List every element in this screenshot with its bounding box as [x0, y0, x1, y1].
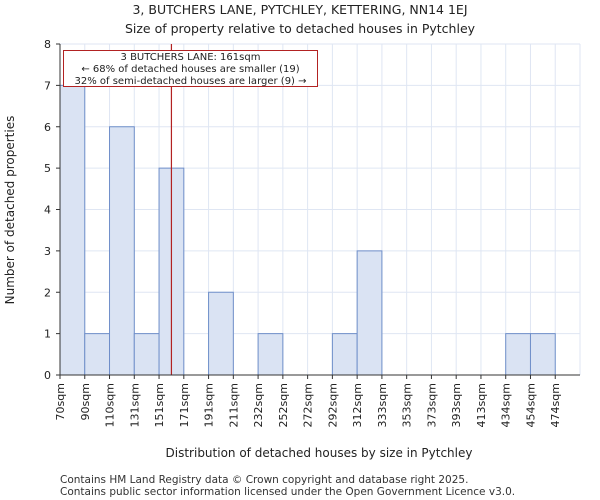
bar-292sqm [331, 333, 358, 376]
gridlines [59, 43, 581, 376]
x-tick-label-393sqm: 393sqm [450, 383, 463, 427]
annotation-line-1: 3 BUTCHERS LANE: 161sqm [120, 52, 261, 63]
y-tick-label-7: 7 [44, 79, 51, 92]
y-tick-label-6: 6 [44, 121, 51, 134]
x-tick-label-454sqm: 454sqm [524, 383, 537, 427]
bar-191sqm [208, 291, 234, 376]
x-tick-label-90sqm: 90sqm [79, 383, 92, 420]
chart-title: 3, BUTCHERS LANE, PYTCHLEY, KETTERING, N… [132, 2, 468, 17]
x-tick-label-292sqm: 292sqm [326, 383, 339, 427]
bar-131sqm [133, 333, 160, 376]
x-tick-label-131sqm: 131sqm [128, 383, 141, 427]
y-tick-label-3: 3 [44, 245, 51, 258]
y-axis-label: Number of detached properties [3, 116, 17, 305]
x-tick-label-312sqm: 312sqm [351, 383, 364, 427]
y-tick-label-2: 2 [44, 286, 51, 299]
bar-70sqm [59, 84, 86, 376]
bar-90sqm [84, 333, 111, 376]
y-tick-label-0: 0 [44, 369, 51, 382]
x-tick-label-272sqm: 272sqm [302, 383, 315, 427]
bar-434sqm [505, 333, 531, 376]
y-tick-labels: 0 1 2 3 4 5 6 7 8 [44, 38, 60, 382]
x-tick-label-151sqm: 151sqm [153, 383, 166, 427]
x-tick-labels: 70sqm 90sqm 110sqm 131sqm 151sqm 171sqm 191sqm… [54, 375, 562, 427]
y-tick-label-5: 5 [44, 162, 51, 175]
annotation-box: 3 BUTCHERS LANE: 161sqm ← 68% of detache… [63, 50, 318, 87]
bar-232sqm [257, 333, 284, 376]
chart-subtitle: Size of property relative to detached ho… [124, 21, 476, 36]
x-tick-label-252sqm: 252sqm [277, 383, 290, 427]
x-tick-label-110sqm: 110sqm [104, 383, 117, 427]
x-tick-label-191sqm: 191sqm [203, 383, 216, 427]
y-tick-label-1: 1 [44, 328, 51, 341]
annotation-line-3: 32% of semi-detached houses are larger (… [74, 76, 307, 87]
footer-line-1: Contains HM Land Registry data © Crown c… [60, 474, 469, 486]
x-tick-label-211sqm: 211sqm [227, 383, 240, 427]
footer-line-2: Contains public sector information licen… [60, 486, 516, 498]
bar-454sqm [529, 333, 556, 376]
x-tick-label-353sqm: 353sqm [401, 383, 414, 427]
bar-110sqm [109, 126, 135, 376]
x-tick-label-474sqm: 474sqm [549, 383, 562, 427]
x-tick-label-70sqm: 70sqm [54, 383, 67, 420]
y-tick-label-4: 4 [44, 204, 51, 217]
x-tick-label-333sqm: 333sqm [376, 383, 389, 427]
x-tick-label-434sqm: 434sqm [500, 383, 513, 427]
x-axis-label: Distribution of detached houses by size … [166, 446, 473, 460]
x-tick-label-171sqm: 171sqm [178, 383, 191, 427]
bars [59, 84, 556, 376]
x-tick-label-373sqm: 373sqm [425, 383, 438, 427]
bar-312sqm [356, 250, 383, 376]
y-tick-label-8: 8 [44, 38, 51, 51]
annotation-line-2: ← 68% of detached houses are smaller (19… [81, 64, 300, 75]
x-tick-label-232sqm: 232sqm [252, 383, 265, 427]
x-tick-label-413sqm: 413sqm [475, 383, 488, 427]
